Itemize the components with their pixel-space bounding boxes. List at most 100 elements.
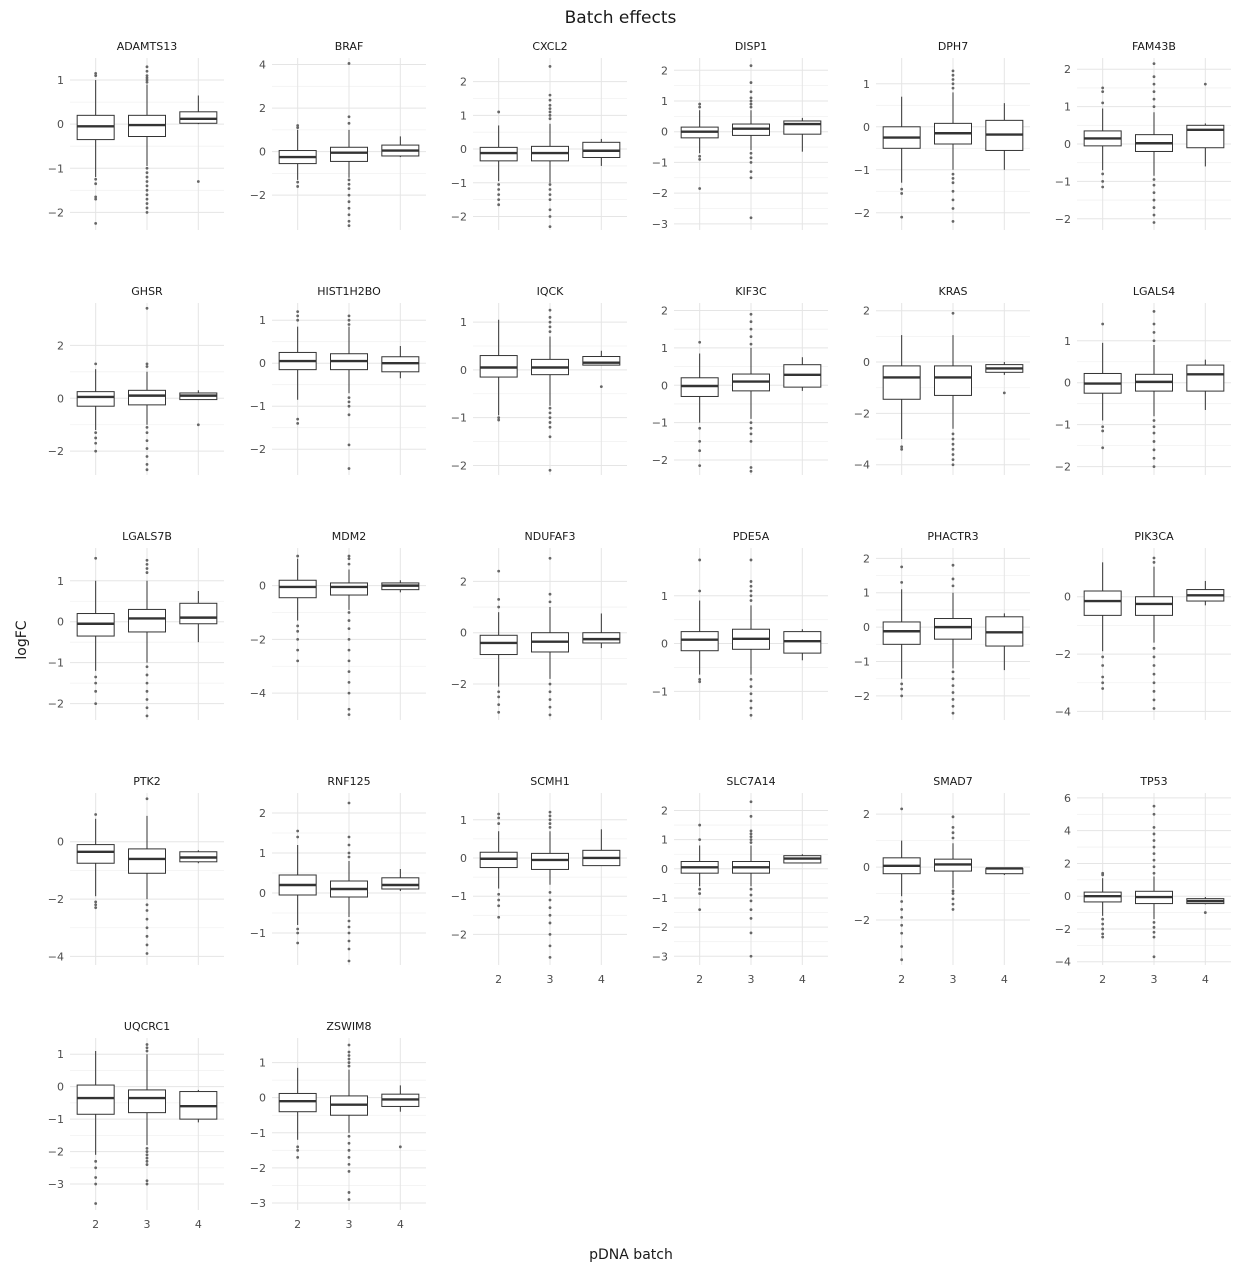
outlier-point [900,682,904,686]
x-tick-label: 3 [748,973,755,986]
outlier-point [145,80,149,84]
outlier-point [1152,839,1156,842]
outlier-point [296,629,300,633]
y-tick-label: 1 [259,847,266,860]
outlier-point [145,197,149,201]
y-tick-label: 2 [661,804,668,817]
outlier-point [347,115,351,119]
outlier-point [347,206,351,210]
y-tick-label: 0 [57,1081,64,1094]
y-tick-label: −1 [250,400,266,413]
facet-panel: KRAS −4 −2 0 2 [854,285,1030,475]
y-tick-label: 0 [1064,890,1071,903]
outlier-point [145,202,149,205]
outlier-point [94,702,98,706]
outlier-point [347,1061,351,1064]
outlier-point [347,314,351,318]
facet-title: TP53 [1139,775,1167,788]
outlier-point [145,917,149,921]
outlier-point [1152,339,1156,343]
outlier-point [548,183,552,186]
y-tick-label: 1 [863,78,870,91]
box-2 [680,340,719,468]
outlier-point [548,898,552,902]
outlier-point [94,431,98,435]
box-body [179,111,218,124]
outlier-point [1152,330,1156,334]
box-body [76,391,115,407]
outlier-point [749,320,753,324]
y-tick-label: 1 [661,834,668,847]
outlier-point [749,916,753,920]
facet-panel: TP53 −4 −2 0 2 4 6 2 3 4 [1055,775,1231,986]
box-body [128,608,166,633]
outlier-point [196,423,200,427]
outlier-point [145,714,149,718]
box-4 [985,103,1024,170]
outlier-point [548,682,552,686]
y-tick-label: −2 [48,445,64,458]
outlier-point [698,558,702,562]
y-tick-label: 2 [863,808,870,821]
outlier-point [749,335,753,339]
outlier-point [347,1054,351,1057]
box-4 [582,829,621,867]
outlier-point [951,73,955,77]
outlier-point [1002,391,1006,395]
facet-panel: HIST1H2BO −2 −1 0 1 [250,285,426,475]
outlier-point [1152,97,1156,101]
y-tick-label: 0 [259,1092,266,1105]
outlier-point [951,584,955,588]
y-tick-label: 2 [863,305,870,318]
box-4 [1186,82,1225,167]
outlier-point [1152,689,1156,693]
outlier-point [497,110,501,114]
outlier-point [749,558,753,562]
outlier-point [951,172,955,176]
y-tick-label: −2 [1055,461,1071,474]
y-tick-label: 1 [1064,101,1071,114]
x-tick-label: 2 [898,973,905,986]
facet-title: LGALS4 [1133,285,1175,298]
facet-panel: DISP1 −3 −2 −1 0 1 2 [652,40,828,231]
outlier-point [347,627,351,631]
outlier-point [145,188,149,192]
outlier-point [145,698,149,701]
box-4 [179,591,218,643]
outlier-point [1152,698,1156,702]
outlier-point [1152,556,1156,560]
outlier-point [145,1049,149,1053]
outlier-point [145,184,149,188]
y-tick-label: 0 [661,638,668,651]
box-4 [381,346,420,379]
outlier-point [145,362,149,366]
outlier-point [145,681,149,685]
outlier-point [698,154,702,158]
outlier-point [296,829,300,833]
box-body [1135,596,1173,616]
outlier-point [1152,213,1156,217]
outlier-point [347,919,351,923]
outlier-point [145,952,149,955]
outlier-point [1152,925,1156,929]
outlier-point [347,925,351,929]
y-tick-label: 0 [57,392,64,405]
outlier-point [749,899,753,903]
y-tick-label: 2 [259,807,266,820]
outlier-point [548,556,552,560]
outlier-point [1152,178,1156,181]
y-tick-label: −2 [48,893,64,906]
x-tick-label: 4 [397,1218,404,1231]
y-tick-label: −1 [48,657,64,670]
outlier-point [347,931,351,935]
outlier-point [1101,922,1105,926]
outlier-point [347,318,351,322]
y-tick-label: 1 [661,95,668,108]
outlier-point [900,565,904,569]
outlier-point [548,955,552,959]
box-4 [1186,580,1225,606]
outlier-point [951,453,955,456]
outlier-point [296,310,300,313]
outlier-point [900,192,904,195]
outlier-point [145,180,149,183]
